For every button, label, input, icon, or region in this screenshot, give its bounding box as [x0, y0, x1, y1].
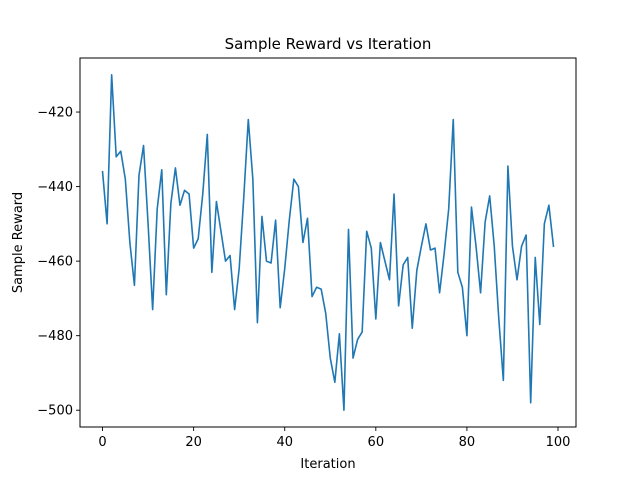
- y-axis-ticks: −500 −480 −460 −440 −420: [37, 106, 80, 419]
- plot-frame: [79, 57, 577, 428]
- x-axis-ticks: 0 20 40 60 80 100: [98, 427, 570, 450]
- x-tick-label: 20: [185, 435, 202, 450]
- x-tick-label: 40: [276, 435, 293, 450]
- y-tick-label: −420: [37, 106, 73, 121]
- x-axis-label: Iteration: [300, 457, 355, 472]
- plot-series-layer: [101, 73, 555, 412]
- chart-title: Sample Reward vs Iteration: [225, 35, 432, 53]
- y-axis-label: Sample Reward: [11, 192, 26, 293]
- y-tick-label: −460: [37, 255, 73, 270]
- y-tick-label: −480: [37, 329, 73, 344]
- y-tick-label: −500: [37, 404, 73, 419]
- x-tick-label: 0: [98, 435, 106, 450]
- x-tick-label: 80: [459, 435, 476, 450]
- x-tick-label: 100: [546, 435, 571, 450]
- x-tick-label: 60: [368, 435, 385, 450]
- series-line-0: [101, 73, 555, 412]
- y-tick-label: −440: [37, 180, 73, 195]
